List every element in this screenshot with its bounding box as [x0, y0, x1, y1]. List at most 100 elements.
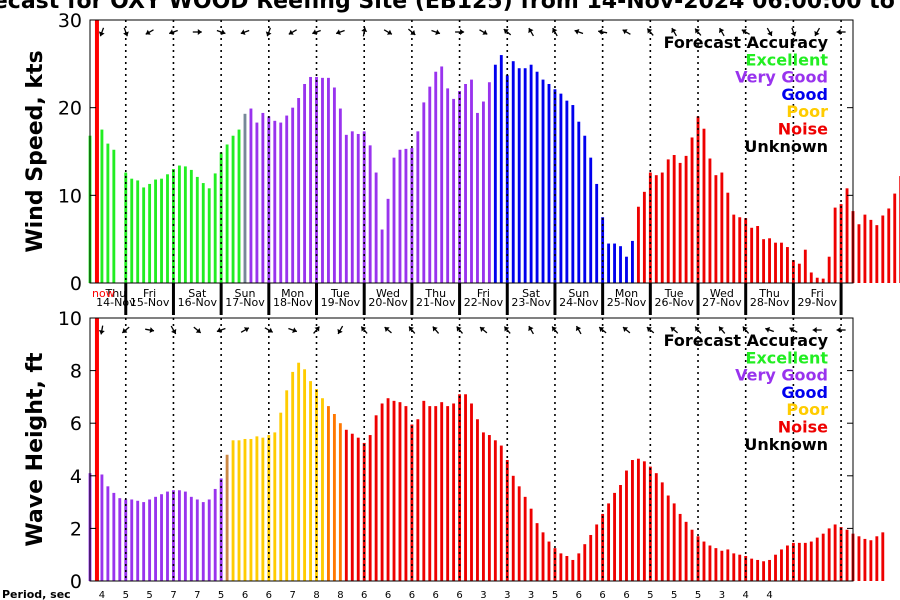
data-bar [523, 68, 527, 283]
direction-arrow [168, 29, 178, 35]
direction-arrow [240, 29, 250, 35]
data-bar [440, 66, 444, 284]
data-bar [583, 135, 587, 283]
data-bar [619, 246, 622, 283]
data-bar [786, 545, 789, 581]
data-bar [452, 403, 456, 581]
data-bar [321, 398, 324, 581]
day-name-label: Mon [615, 287, 638, 300]
direction-arrow [718, 326, 726, 334]
date-label: 16-Nov [178, 296, 218, 309]
data-bar [219, 152, 223, 283]
y-tick-label: 10 [58, 308, 82, 330]
legend-item-good: Good [781, 383, 828, 402]
data-bar [529, 64, 533, 284]
arrow-head [267, 327, 273, 333]
period-value: 3 [719, 590, 725, 600]
data-bar [738, 554, 742, 581]
direction-arrow [383, 29, 393, 35]
data-bar [189, 169, 193, 283]
data-bar [553, 89, 557, 283]
arrow-head [741, 29, 747, 35]
data-bar [732, 214, 736, 283]
data-bar [338, 108, 342, 283]
data-bar [416, 419, 420, 581]
data-bar [660, 172, 664, 283]
arrow-head [836, 327, 841, 333]
direction-arrow [407, 28, 416, 36]
period-value: 5 [695, 590, 701, 600]
data-bar [601, 217, 605, 283]
legend-item-noise: Noise [778, 418, 828, 437]
data-bar [732, 553, 736, 581]
day-name-label: Sun [568, 287, 589, 300]
day-name-label: Sat [188, 287, 207, 300]
plot-frame [89, 317, 854, 582]
plot-frame [89, 19, 854, 284]
arrow-head [195, 328, 201, 333]
date-label: 27-Nov [702, 296, 742, 309]
direction-arrow [145, 29, 154, 35]
data-bar [374, 172, 378, 283]
legend-item-very-good: Very Good [735, 68, 828, 87]
data-bar [136, 180, 140, 283]
data-bar [410, 424, 414, 581]
direction-arrow [598, 326, 607, 334]
direction-arrow [312, 29, 321, 35]
data-bar [237, 440, 241, 581]
data-bar [160, 494, 163, 581]
data-bar [481, 101, 485, 283]
data-bar [869, 219, 873, 283]
data-bar [642, 191, 646, 283]
data-bar [481, 432, 485, 581]
data-bar [654, 175, 658, 283]
day-divider [219, 283, 223, 315]
data-bar [589, 157, 593, 283]
period-value: 4 [743, 590, 749, 600]
data-bar [213, 488, 217, 581]
arrow-head [336, 29, 341, 35]
data-bar [708, 545, 712, 581]
data-bar [803, 249, 807, 283]
period-value: 8 [313, 590, 319, 600]
data-bar [285, 115, 289, 283]
data-bar [875, 225, 879, 283]
period-value: 7 [194, 590, 200, 600]
direction-arrow [193, 326, 202, 334]
direction-arrow [552, 27, 558, 37]
data-bar [875, 536, 879, 581]
day-divider [124, 283, 128, 315]
data-bar [452, 98, 456, 284]
date-label: 24-Nov [559, 296, 599, 309]
period-value: 5 [146, 590, 152, 600]
y-tick-label: 30 [58, 10, 82, 32]
direction-arrow [742, 326, 750, 334]
day-name-label: Thu [105, 287, 127, 300]
arrow-head [243, 327, 249, 333]
data-bar [398, 402, 402, 581]
data-bar [541, 79, 545, 283]
arrow-head [789, 327, 795, 333]
data-bar [595, 183, 599, 283]
period-value: 3 [504, 590, 510, 600]
data-bar [315, 76, 318, 283]
date-label: 23-Nov [511, 296, 551, 309]
data-bar [791, 542, 795, 581]
data-bar [434, 71, 438, 283]
data-bar [720, 172, 724, 283]
legend-item-good: Good [781, 85, 828, 104]
arrow-head [145, 29, 151, 35]
arrow-head [410, 30, 416, 35]
data-bar [774, 554, 777, 581]
data-bar [625, 470, 628, 581]
data-bar [213, 173, 217, 283]
data-bar [249, 108, 253, 283]
arrow-head [647, 28, 653, 34]
date-label: 14-Nov [96, 296, 136, 309]
data-bar [636, 206, 640, 283]
period-value: 6 [242, 590, 248, 600]
direction-arrow [98, 27, 105, 37]
data-bar [756, 559, 760, 581]
arrow-head [240, 29, 246, 35]
date-label: 17-Nov [225, 296, 265, 309]
